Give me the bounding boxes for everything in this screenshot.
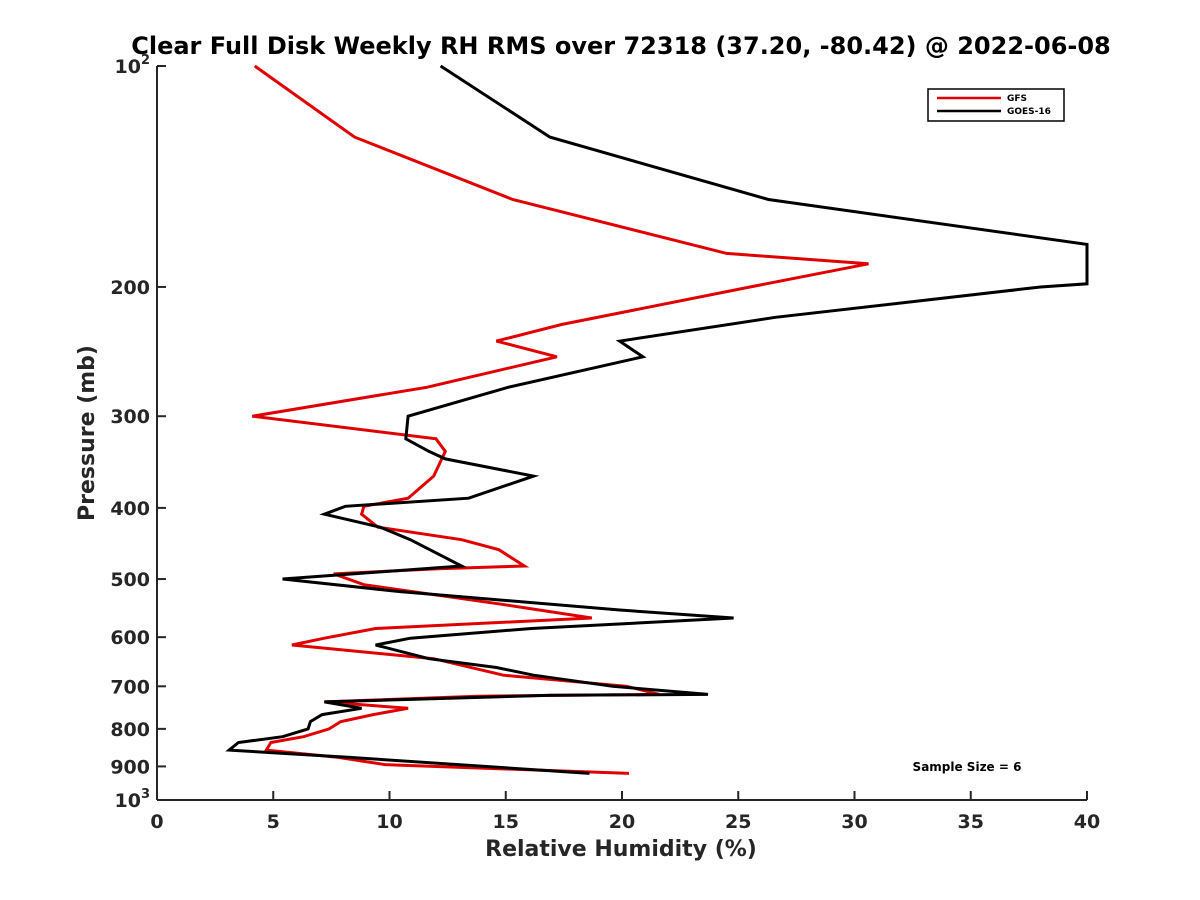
y-tick-label: 900 <box>110 756 150 778</box>
y-tick-label: 500 <box>110 569 150 591</box>
y-axis-label: Pressure (mb) <box>75 345 100 521</box>
y-tick-label: 400 <box>110 498 150 520</box>
y-ticks: 102 200 300 400 500 600 700 800 900 103 <box>110 53 166 812</box>
x-tick-label: 35 <box>958 811 984 833</box>
x-tick-label: 5 <box>267 811 280 833</box>
sample-size-annotation: Sample Size = 6 <box>913 760 1022 774</box>
legend-box <box>927 88 1065 122</box>
x-ticks: 0 5 10 15 20 25 30 35 40 <box>150 791 1100 833</box>
x-tick-label: 40 <box>1074 811 1100 833</box>
legend-label-goes16: GOES-16 <box>1007 107 1051 117</box>
plot-lines <box>225 64 1089 775</box>
x-tick-label: 25 <box>725 811 751 833</box>
x-tick-label: 15 <box>493 811 519 833</box>
chart-title: Clear Full Disk Weekly RH RMS over 72318… <box>131 32 1111 60</box>
legend-label-gfs: GFS <box>1007 94 1027 104</box>
x-tick-label: 30 <box>841 811 867 833</box>
x-tick-label: 20 <box>609 811 635 833</box>
x-tick-label: 0 <box>150 811 163 833</box>
y-tick-label: 700 <box>110 676 150 698</box>
series-line-gfs <box>252 64 869 775</box>
y-tick-label: 102 <box>115 53 151 78</box>
y-tick-label: 200 <box>110 277 150 299</box>
x-tick-label: 10 <box>376 811 402 833</box>
y-tick-label: 300 <box>110 406 150 428</box>
y-tick-label: 800 <box>110 719 150 741</box>
y-tick-label: 600 <box>110 627 150 649</box>
series-line-goes16 <box>225 64 1089 775</box>
legend: GFS GOES-16 <box>927 88 1065 122</box>
y-tick-label: 103 <box>115 787 151 812</box>
x-axis-label: Relative Humidity (%) <box>485 837 757 862</box>
